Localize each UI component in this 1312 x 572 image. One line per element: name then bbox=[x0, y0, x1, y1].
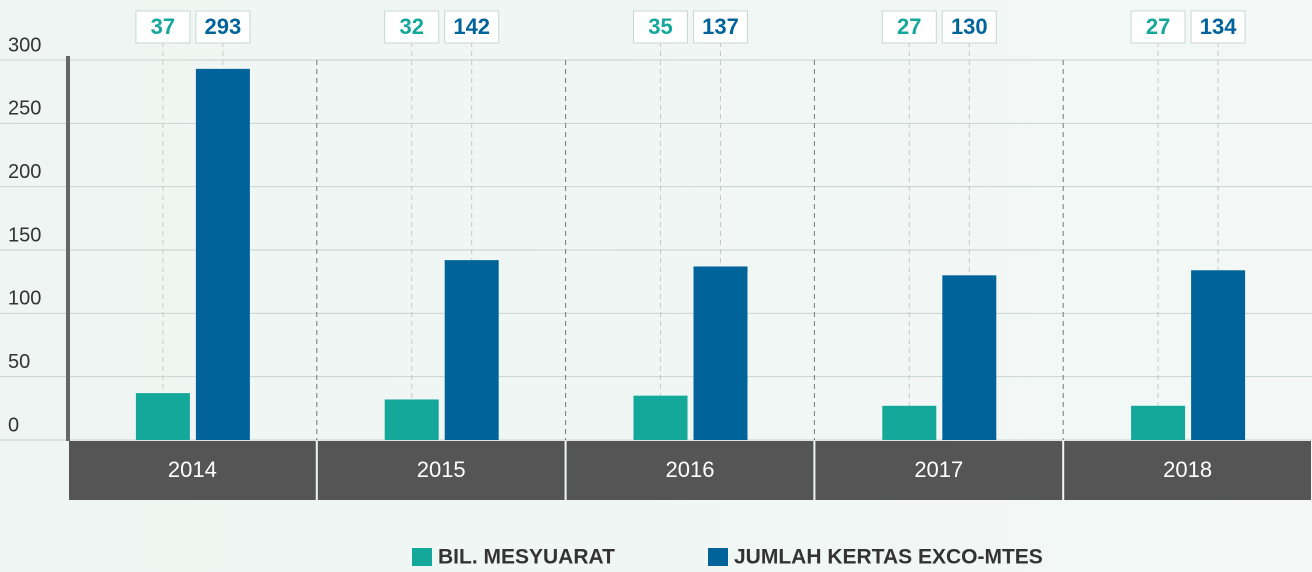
y-tick-label: 250 bbox=[8, 98, 41, 120]
bar bbox=[1191, 270, 1246, 440]
x-tick-label: 2017 bbox=[914, 457, 963, 482]
bar bbox=[384, 399, 439, 440]
category-box bbox=[566, 441, 814, 500]
legend-swatch bbox=[412, 548, 432, 566]
bar bbox=[633, 395, 688, 440]
y-tick-label: 0 bbox=[8, 414, 19, 436]
value-label: 142 bbox=[453, 14, 490, 39]
category-box bbox=[1064, 441, 1311, 500]
value-box bbox=[1130, 10, 1186, 44]
bar bbox=[195, 68, 250, 440]
value-box bbox=[1190, 10, 1246, 44]
bar bbox=[882, 405, 937, 440]
x-tick-label: 2016 bbox=[666, 457, 715, 482]
bar bbox=[1131, 405, 1186, 440]
value-box bbox=[881, 10, 937, 44]
value-box bbox=[693, 10, 748, 44]
y-tick-label: 100 bbox=[8, 288, 41, 310]
value-box bbox=[444, 10, 500, 44]
legend-label: BIL. MESYUARAT bbox=[438, 546, 615, 569]
bar bbox=[444, 260, 499, 440]
value-label: 35 bbox=[648, 14, 672, 39]
y-tick-label: 50 bbox=[8, 351, 30, 373]
y-tick-label: 300 bbox=[8, 34, 41, 56]
category-box bbox=[69, 441, 316, 500]
value-box bbox=[135, 10, 191, 44]
x-tick-label: 2015 bbox=[417, 457, 466, 482]
value-label: 27 bbox=[1146, 14, 1170, 39]
value-label: 293 bbox=[205, 14, 242, 39]
bar bbox=[135, 393, 190, 440]
bar bbox=[693, 266, 748, 440]
legend-label: JUMLAH KERTAS EXCO-MTES bbox=[734, 546, 1043, 569]
bar bbox=[942, 275, 997, 440]
value-label: 27 bbox=[897, 14, 921, 39]
category-box bbox=[317, 441, 565, 500]
value-label: 130 bbox=[951, 14, 988, 39]
value-box bbox=[633, 10, 688, 44]
y-tick-label: 200 bbox=[8, 161, 41, 183]
legend-swatch bbox=[708, 548, 728, 566]
value-label: 37 bbox=[151, 14, 175, 39]
value-label: 32 bbox=[399, 14, 423, 39]
x-tick-label: 2014 bbox=[168, 457, 217, 482]
value-label: 137 bbox=[702, 14, 739, 39]
value-box bbox=[941, 10, 997, 44]
value-box bbox=[195, 10, 251, 44]
value-box bbox=[384, 10, 440, 44]
y-tick-label: 150 bbox=[8, 224, 41, 246]
x-tick-label: 2018 bbox=[1163, 457, 1212, 482]
category-box bbox=[815, 441, 1063, 500]
value-label: 134 bbox=[1200, 14, 1237, 39]
